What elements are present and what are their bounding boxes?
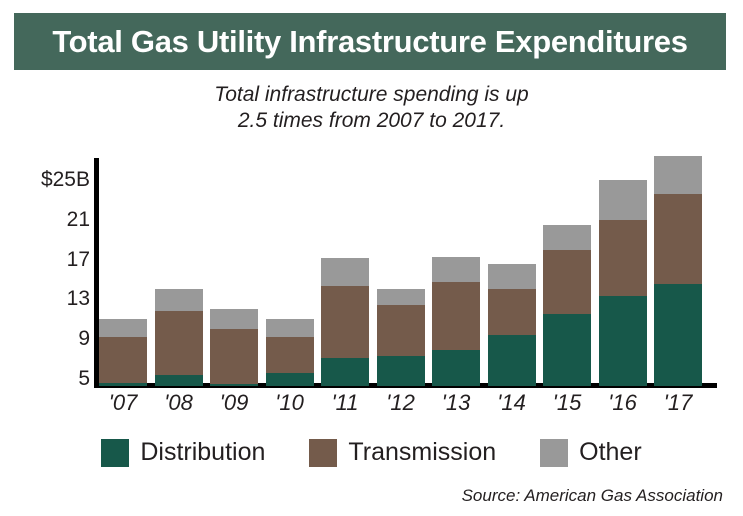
bar-segment-distribution xyxy=(598,296,647,386)
bar-segment-distribution xyxy=(321,358,369,386)
bar-segment-distribution xyxy=(99,383,147,386)
bar-segment-transmission xyxy=(543,249,591,315)
x-axis-tick-label: '15 xyxy=(552,390,582,415)
legend-item[interactable]: Other xyxy=(540,438,642,467)
legend-swatch-other xyxy=(540,438,569,467)
y-axis-tick-label: 5 xyxy=(78,367,90,391)
bar-segment-distribution xyxy=(265,373,314,386)
x-axis-tick-label: '11 xyxy=(331,390,359,415)
source-note: Source: American Gas Association xyxy=(461,486,723,505)
bar-segment-transmission xyxy=(598,219,647,297)
bar-segment-distribution xyxy=(543,314,591,386)
bar-segment-transmission xyxy=(265,337,314,374)
bar-group[interactable] xyxy=(487,155,536,386)
bar-segment-other xyxy=(265,319,314,338)
bar-segment-distribution xyxy=(654,284,702,386)
bar-segment-distribution xyxy=(487,335,536,386)
bar-segment-other xyxy=(321,257,369,287)
bar-segment-other xyxy=(376,289,425,306)
x-axis-tick-label: '12 xyxy=(386,390,415,415)
y-axis-tick-labels: $25B 21 17 13 9 5 xyxy=(0,0,90,516)
bar-segment-transmission xyxy=(321,286,369,359)
bar-segment-transmission xyxy=(376,305,425,357)
x-axis-tick-label: '13 xyxy=(441,390,471,415)
chart-title-banner: Total Gas Utility Infrastructure Expendi… xyxy=(14,13,726,70)
legend-label: Transmission xyxy=(348,438,497,466)
x-axis-tick-label: '09 xyxy=(219,390,249,415)
x-axis-tick-label: '07 xyxy=(108,390,138,415)
bar-segment-other xyxy=(210,309,258,330)
legend-item[interactable]: Distribution xyxy=(101,438,265,467)
bar-segment-other xyxy=(543,224,591,250)
x-axis-tick-label: '16 xyxy=(608,390,637,415)
bar-group[interactable] xyxy=(598,155,647,386)
bar-segment-distribution xyxy=(154,375,203,386)
y-axis-tick-label: 9 xyxy=(78,327,90,351)
y-axis-tick-label: 17 xyxy=(66,247,90,271)
legend-swatch-distribution xyxy=(101,438,130,467)
bar-group[interactable] xyxy=(654,155,702,386)
bar-group[interactable] xyxy=(432,155,480,386)
bar-group[interactable] xyxy=(321,155,369,386)
legend-item[interactable]: Transmission xyxy=(309,438,496,467)
bar-group[interactable] xyxy=(265,155,314,386)
y-axis-tick-label: $25B xyxy=(40,167,90,191)
bar-segment-other xyxy=(487,263,536,290)
bar-segment-transmission xyxy=(99,337,147,384)
bar-segment-transmission xyxy=(432,282,480,351)
bar-segment-other xyxy=(598,179,647,220)
bar-segment-transmission xyxy=(210,329,258,385)
chart-subtitle-line-2: 2.5 times from 2007 to 2017. xyxy=(237,109,506,132)
bar-group[interactable] xyxy=(543,155,591,386)
chart-legend: Distribution Transmission Other xyxy=(0,438,743,467)
bar-segment-distribution xyxy=(210,384,258,386)
bar-segment-distribution xyxy=(432,350,480,386)
bar-group[interactable] xyxy=(99,155,147,386)
x-axis-tick-label: '08 xyxy=(164,390,193,415)
legend-label: Other xyxy=(579,438,642,466)
y-axis-line xyxy=(94,158,99,387)
bar-segment-distribution xyxy=(376,356,425,386)
bar-group[interactable] xyxy=(154,155,203,386)
legend-swatch-transmission xyxy=(309,438,338,467)
bar-segment-other xyxy=(154,289,203,312)
x-axis-tick-label: '10 xyxy=(275,390,304,415)
bar-segment-other xyxy=(432,256,480,283)
x-axis-tick-label: '14 xyxy=(497,390,526,415)
bar-segment-transmission xyxy=(487,289,536,336)
y-axis-tick-label: 13 xyxy=(66,287,90,311)
bar-segment-other xyxy=(654,156,702,194)
chart-subtitle-line-1: Total infrastructure spending is up xyxy=(214,83,529,106)
bar-segment-transmission xyxy=(154,311,203,376)
bar-segment-transmission xyxy=(654,193,702,285)
bar-group[interactable] xyxy=(376,155,425,386)
bar-segment-other xyxy=(99,319,147,338)
y-axis-tick-label: 21 xyxy=(66,207,90,231)
bar-group[interactable] xyxy=(210,155,258,386)
x-axis-tick-label: '17 xyxy=(663,390,693,415)
page-title: Total Gas Utility Infrastructure Expendi… xyxy=(52,23,688,59)
chart-subtitle: Total infrastructure spending is up 2.5 … xyxy=(0,82,743,134)
legend-label: Distribution xyxy=(140,438,266,466)
